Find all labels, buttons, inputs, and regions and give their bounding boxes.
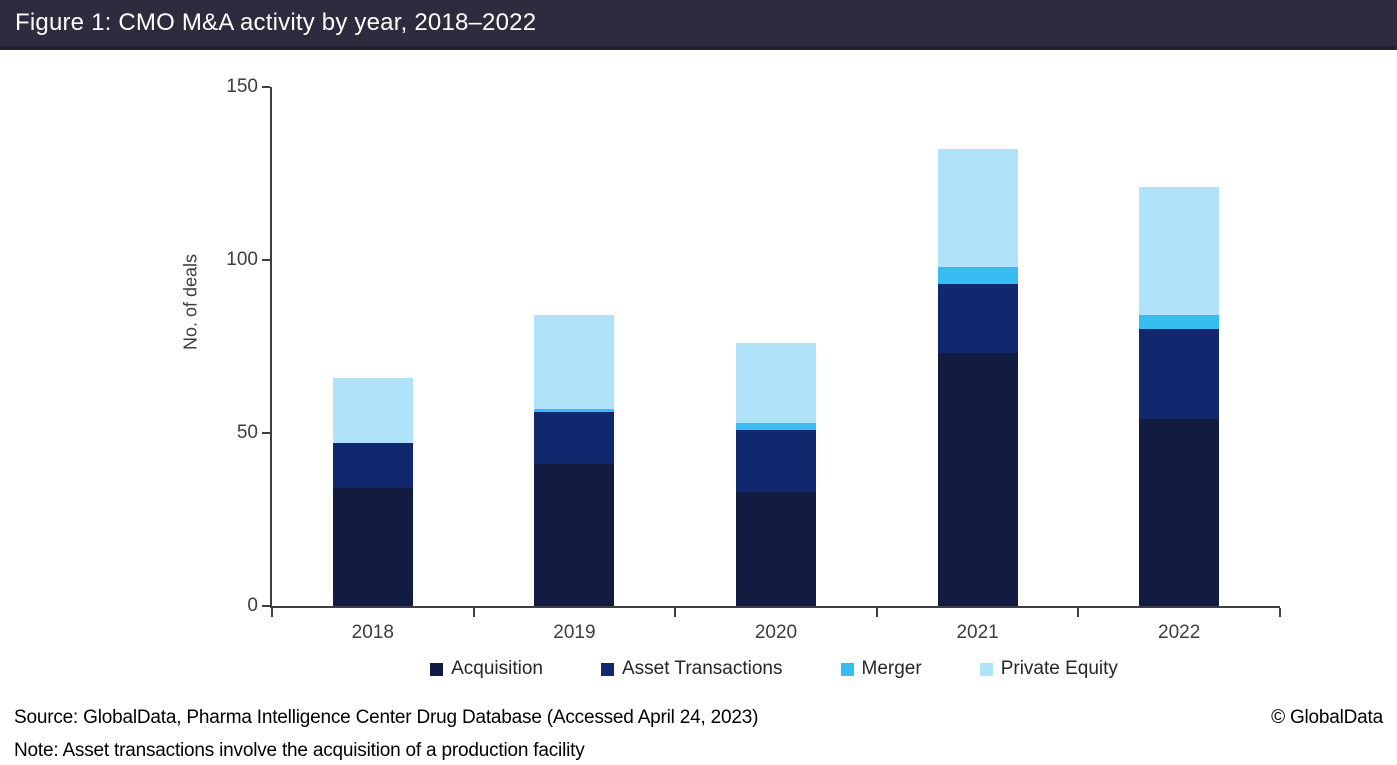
bar-segment-asset-transactions-2021 <box>937 284 1018 354</box>
x-category-label: 2018 <box>351 622 394 643</box>
bar-segment-private-equity-2020 <box>736 343 816 423</box>
y-tick-label: 100 <box>226 249 258 270</box>
y-axis-title: No. of deals <box>180 253 201 351</box>
x-category-label: 2022 <box>1158 622 1201 643</box>
bar-segment-private-equity-2019 <box>534 315 615 409</box>
bar-segment-asset-transactions-2018 <box>332 443 413 489</box>
x-axis-tick <box>271 608 273 617</box>
source-text: Source: GlobalData, Pharma Intelligence … <box>14 707 759 728</box>
bar-segment-asset-transactions-2020 <box>736 429 816 492</box>
bar-segment-merger-2020 <box>736 422 816 430</box>
bar-segment-private-equity-2018 <box>332 377 413 444</box>
x-axis-tick <box>674 608 677 617</box>
bar-segment-private-equity-2021 <box>937 149 1018 267</box>
bar-segment-asset-transactions-2019 <box>534 412 615 465</box>
copyright-text: © GlobalData <box>1271 707 1383 728</box>
legend-item-asset-transactions: Asset Transactions <box>600 658 783 680</box>
footer: Source: GlobalData, Pharma Intelligence … <box>0 699 1397 762</box>
note-text: Note: Asset transactions involve the acq… <box>14 740 585 761</box>
x-axis-tick <box>472 608 475 617</box>
plot-area: 0 50 100 150 2018 2019 2020 2021 2022 <box>226 76 1281 643</box>
bar-segment-private-equity-2022 <box>1139 187 1220 316</box>
legend-label-acquisition: Acquisition <box>451 658 543 679</box>
bar-segment-acquisition-2018 <box>332 488 413 606</box>
figure-title: Figure 1: CMO M&A activity by year, 2018… <box>15 9 537 36</box>
y-axis-tick <box>262 605 270 607</box>
legend-label-merger: Merger <box>861 658 922 679</box>
x-axis-tick <box>1279 608 1281 617</box>
x-axis-tick <box>1077 608 1080 617</box>
bar-segment-merger-2021 <box>937 266 1018 285</box>
stacked-bar-chart: No. of deals 0 50 100 150 2018 2019 2020 2021 20… <box>0 54 1397 699</box>
y-tick-label: 150 <box>226 76 258 97</box>
y-axis-tick <box>262 259 270 261</box>
legend-item-private-equity: Private Equity <box>979 658 1118 680</box>
x-category-label: 2021 <box>956 622 999 643</box>
bar-segment-acquisition-2021 <box>937 353 1018 606</box>
legend-swatch-acquisition <box>430 662 444 676</box>
legend-label-asset-transactions: Asset Transactions <box>621 658 783 679</box>
y-tick-label: 50 <box>236 422 258 443</box>
bar-segment-merger-2022 <box>1139 315 1220 330</box>
bar-segment-acquisition-2022 <box>1139 419 1220 606</box>
legend-item-merger: Merger <box>840 658 922 680</box>
legend-swatch-private-equity <box>979 662 993 676</box>
legend-label-private-equity: Private Equity <box>1000 658 1118 679</box>
legend-item-acquisition: Acquisition <box>430 658 543 680</box>
bar-segment-acquisition-2019 <box>534 464 615 606</box>
y-axis-tick <box>262 432 270 434</box>
title-bar: Figure 1: CMO M&A activity by year, 2018… <box>0 0 1397 50</box>
y-tick-label: 0 <box>247 595 258 616</box>
x-category-label: 2019 <box>553 622 596 643</box>
x-axis-tick <box>875 608 878 617</box>
bar-segment-asset-transactions-2022 <box>1139 329 1220 420</box>
legend-swatch-merger <box>840 662 854 676</box>
chart-legend: Acquisition Asset Transactions Merger Priva… <box>270 658 1278 680</box>
bar-segment-merger-2019 <box>534 408 615 413</box>
bar-segment-acquisition-2020 <box>736 491 816 606</box>
x-category-label: 2020 <box>754 622 798 643</box>
legend-swatch-asset-transactions <box>600 662 614 676</box>
y-axis-tick <box>262 86 270 88</box>
